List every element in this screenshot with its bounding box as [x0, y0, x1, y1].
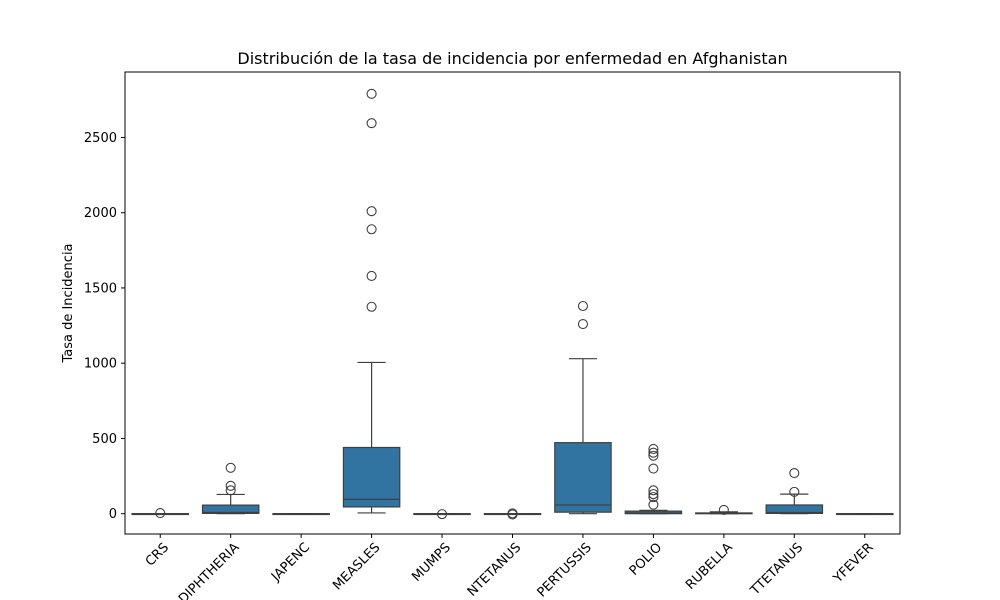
box-group-crs [131, 508, 190, 519]
plot-area: 0 500 1000 1500 2000 2500 CRS DIPHTHERIA JAPENC M… [84, 88, 894, 600]
box-group-rubella [695, 504, 753, 515]
y-tick-label: 500 [92, 432, 117, 447]
outlier-point [225, 485, 236, 496]
iqr-box [201, 504, 260, 514]
outlier-point [366, 301, 377, 312]
outlier-point [225, 480, 236, 491]
outlier-point [789, 486, 800, 497]
iqr-box [554, 442, 612, 513]
outlier-point [436, 509, 448, 520]
outlier-point [648, 485, 659, 496]
outlier-point [155, 508, 166, 519]
box-group-diphtheria [201, 462, 260, 515]
chart-title: Distribución de la tasa de incidencia po… [237, 49, 787, 68]
box-group-yfever [835, 513, 894, 516]
outlier-point [648, 499, 659, 510]
outlier-point [648, 489, 659, 500]
y-tick-label: 1500 [84, 281, 117, 296]
outlier-point [366, 118, 377, 129]
outlier-point [718, 504, 729, 515]
x-tick-label: PERTUSSIS [535, 540, 595, 600]
plot-frame [124, 71, 901, 535]
y-tick-label: 1000 [84, 357, 117, 372]
outlier-point [507, 508, 518, 519]
y-tick-label: 2500 [84, 131, 117, 146]
outlier-point [366, 88, 377, 99]
y-tick-label: 0 [109, 507, 117, 522]
x-tick-label: YFEVER [830, 540, 877, 587]
x-tick-label: JAPENC [268, 540, 313, 585]
outlier-point [648, 443, 659, 455]
box-group-polio [624, 443, 683, 515]
box-group-ntetanus [483, 508, 542, 520]
outlier-point [648, 463, 659, 474]
outlier-point [577, 319, 589, 330]
iqr-box [342, 446, 401, 508]
box-group-ttetanus [765, 468, 824, 515]
outlier-point [366, 270, 377, 281]
outlier-point [225, 462, 236, 473]
x-tick-label: CRS [143, 540, 172, 569]
y-tick-label: 2000 [84, 206, 117, 221]
outlier-point [648, 447, 659, 458]
x-tick-label: MUMPS [409, 540, 454, 585]
outlier-point [648, 450, 659, 461]
outlier-point [577, 300, 589, 312]
box-group-pertussis [554, 300, 612, 515]
x-tick-label: RUBELLA [683, 540, 736, 593]
outlier-point [648, 492, 659, 503]
box-group-mumps [413, 509, 471, 520]
box-group-japenc [272, 513, 330, 516]
iqr-box [765, 504, 824, 514]
x-tick-label: POLIO [627, 540, 665, 578]
box-group-measles [342, 88, 401, 514]
outlier-point [366, 224, 377, 235]
outlier-point [366, 206, 377, 217]
x-tick-label: MEASLES [330, 540, 383, 593]
y-axis-label: Tasa de Incidencia [61, 243, 76, 363]
x-tick-label: NTETANUS [465, 540, 525, 600]
x-tick-label: TTETANUS [747, 540, 806, 599]
outlier-point [789, 468, 800, 479]
x-tick-label: DIPHTHERIA [176, 540, 243, 600]
